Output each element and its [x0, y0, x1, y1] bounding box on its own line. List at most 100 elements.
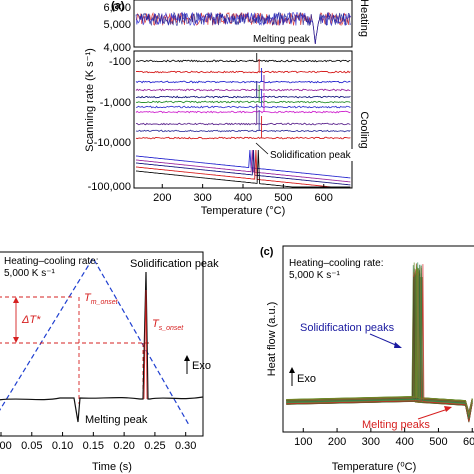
cooling-trace — [135, 70, 351, 74]
ts-onset-label: Ts_onset — [152, 318, 184, 332]
heat-flow-curve — [286, 271, 473, 419]
heat-flow-curve — [286, 269, 473, 415]
panel-c-label: (c) — [260, 246, 274, 258]
panel-a-ylabel: Scanning rate (K s⁻¹) — [84, 48, 96, 152]
panel-b: Heating–cooling rate: 5,000 K s⁻¹ Solidi… — [0, 251, 219, 473]
heat-flow-curve — [286, 269, 473, 419]
solidification-peaks-pointer — [369, 333, 399, 347]
cooling-ytick-100000: -100,000 — [88, 181, 131, 193]
heat-flow-curve — [286, 275, 473, 418]
exo-label-c: Exo — [297, 373, 316, 385]
panel-c-xlabel: Temperature (⁰C) — [332, 461, 417, 473]
xtick-label: 100 — [294, 436, 312, 448]
exo-arrowhead-b — [184, 355, 190, 361]
cooling-curve — [135, 149, 351, 188]
cooling-curve — [135, 149, 351, 188]
cooling-curve — [135, 149, 351, 183]
heat-flow-curve — [286, 268, 473, 416]
delta-t-label: ΔT* — [21, 314, 41, 326]
panel-c-traces — [286, 262, 473, 423]
heating-axes-frame — [133, 0, 353, 48]
heat-flow-curve — [286, 275, 473, 416]
cooling-trace — [135, 59, 351, 63]
heat-flow-curve — [286, 279, 473, 417]
heat-flow-curve — [286, 279, 473, 414]
xtick-label: 200 — [153, 192, 171, 204]
heat-flow-curve — [286, 264, 473, 422]
temperature-profile-line — [0, 256, 190, 426]
cooling-trace — [135, 136, 351, 140]
heat-flow-curve — [286, 279, 473, 417]
panel-b-rate-label-1: Heating–cooling rate: — [4, 256, 99, 267]
heat-flow-curve — [286, 264, 473, 417]
xtick-label: 400 — [234, 192, 252, 204]
heating-traces — [135, 11, 352, 45]
heat-flow-curve — [286, 269, 473, 419]
cooling-trace — [135, 129, 351, 133]
delta-t-arrowhead-down — [13, 337, 19, 343]
solidification-peak-overlay — [143, 289, 148, 400]
heat-flow-curve — [286, 277, 473, 414]
heat-flow-curve — [286, 276, 473, 415]
heat-flow-curve — [286, 262, 473, 419]
solidification-pointer-line — [255, 142, 269, 155]
heat-flow-curve — [286, 277, 473, 416]
solidification-peak-annotation: Solidification peak — [270, 150, 352, 161]
heat-flow-curve — [286, 270, 473, 417]
solidification-peaks-label: Solidification peaks — [300, 322, 395, 334]
heat-flow-curve — [286, 275, 473, 414]
cooling-trace — [135, 80, 351, 84]
heat-flow-curve — [286, 265, 473, 420]
cooling-trace — [135, 122, 351, 126]
cooling-ytick-1000: -1,000 — [100, 97, 131, 109]
panel-c-rate-label-2: 5,000 K s⁻¹ — [289, 270, 341, 281]
xtick-label: 600 — [315, 192, 333, 204]
panel-c-ylabel: Heat flow (a.u.) — [266, 302, 278, 377]
heat-flow-curve — [286, 263, 473, 417]
cooling-trace — [135, 110, 351, 114]
melting-peak-label: Melting peak — [85, 414, 148, 426]
heating-trace — [135, 11, 352, 45]
xtick-label: 0.00 — [0, 440, 12, 452]
panel-b-axes-frame — [0, 251, 204, 437]
heating-ytick-6000: 6,000 — [103, 2, 131, 14]
cooling-trace — [135, 95, 351, 99]
exo-label-b: Exo — [192, 360, 211, 372]
panel-c-axes-frame — [282, 245, 474, 433]
xtick-label: 0.15 — [83, 440, 104, 452]
heating-ytick-5000: 5,000 — [103, 19, 131, 31]
heat-flow-curve — [286, 277, 473, 418]
solidification-peak-label: Solidification peak — [130, 258, 219, 270]
solidification-peak-label-bg — [268, 149, 354, 161]
xtick-label: 0.10 — [52, 440, 73, 452]
heat-flow-curve — [286, 268, 473, 419]
heat-flow-curve — [286, 273, 473, 416]
melting-peaks-label: Melting peaks — [362, 419, 430, 431]
heat-flow-curve — [286, 268, 473, 418]
solidification-peaks-arrowhead — [394, 342, 402, 348]
heat-flow-curve — [286, 265, 473, 416]
panel-a-xlabel: Temperature (°C) — [201, 205, 285, 217]
delta-t-arrowhead-up — [13, 297, 19, 303]
heat-flow-curve — [286, 271, 473, 417]
xtick-label: 0.30 — [175, 440, 196, 452]
xtick-label: 600 — [463, 436, 474, 448]
xtick-label: 300 — [193, 192, 211, 204]
cooling-ytick-100: -100 — [109, 56, 131, 68]
panel-a-xticks: 200 300 400 500 600 — [153, 184, 333, 204]
heat-flow-curve — [286, 273, 473, 419]
xtick-label: 400 — [395, 436, 413, 448]
exo-arrowhead-c — [289, 367, 295, 373]
cooling-trace — [135, 88, 351, 92]
xtick-label: 300 — [362, 436, 380, 448]
heat-flow-curve — [286, 264, 473, 417]
heat-flow-trace — [0, 271, 204, 423]
melting-peak-annotation: Melting peak — [253, 34, 311, 45]
xtick-label: 500 — [274, 192, 292, 204]
heat-flow-curve — [286, 273, 473, 419]
cooling-ytick-10000: -10,000 — [94, 137, 131, 149]
heat-flow-curve — [286, 266, 473, 420]
cooling-trace — [135, 100, 351, 104]
xtick-label: 0.25 — [144, 440, 165, 452]
